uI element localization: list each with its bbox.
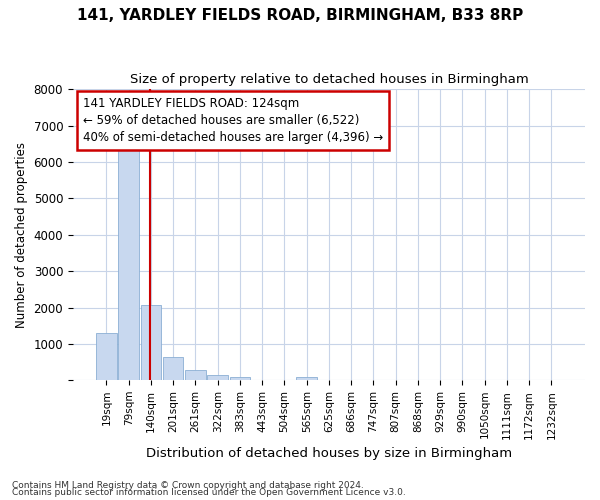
Text: 141 YARDLEY FIELDS ROAD: 124sqm
← 59% of detached houses are smaller (6,522)
40%: 141 YARDLEY FIELDS ROAD: 124sqm ← 59% of… <box>83 96 383 144</box>
Bar <box>208 375 228 380</box>
Bar <box>230 377 250 380</box>
Text: 141, YARDLEY FIELDS ROAD, BIRMINGHAM, B33 8RP: 141, YARDLEY FIELDS ROAD, BIRMINGHAM, B3… <box>77 8 523 22</box>
Bar <box>185 370 206 380</box>
Title: Size of property relative to detached houses in Birmingham: Size of property relative to detached ho… <box>130 72 529 86</box>
X-axis label: Distribution of detached houses by size in Birmingham: Distribution of detached houses by size … <box>146 447 512 460</box>
Bar <box>140 304 161 380</box>
Bar <box>118 140 139 380</box>
Bar <box>96 332 116 380</box>
Y-axis label: Number of detached properties: Number of detached properties <box>15 142 28 328</box>
Bar <box>296 378 317 380</box>
Bar <box>163 356 184 380</box>
Text: Contains HM Land Registry data © Crown copyright and database right 2024.: Contains HM Land Registry data © Crown c… <box>12 480 364 490</box>
Text: Contains public sector information licensed under the Open Government Licence v3: Contains public sector information licen… <box>12 488 406 497</box>
